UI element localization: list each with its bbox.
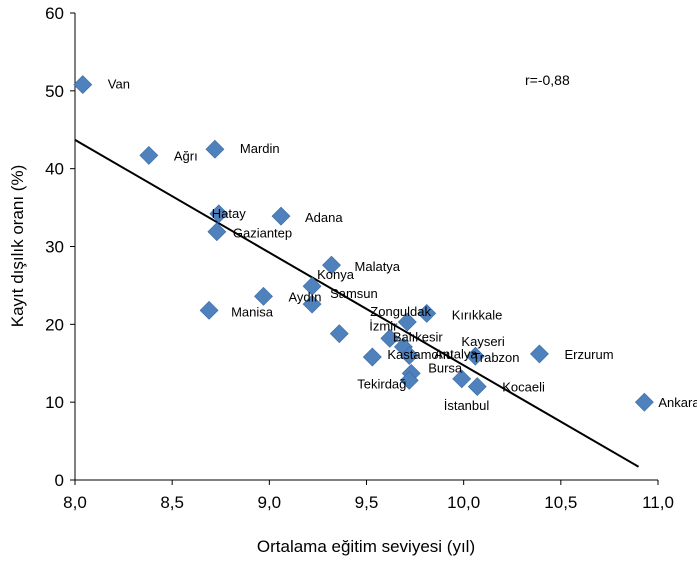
data-point-marker <box>530 344 549 364</box>
data-point-marker <box>322 255 341 275</box>
data-point-marker <box>397 312 417 332</box>
data-point-label: Manisa <box>231 304 274 319</box>
data-point-label: Kastamonu <box>387 347 453 362</box>
axes <box>74 13 658 481</box>
data-point-label: Balıkesir <box>393 329 444 344</box>
data-point-marker <box>417 304 437 323</box>
data-point-label: Zonguldak <box>370 304 431 319</box>
data-point-label: Mardin <box>240 141 280 156</box>
data-point-label: Adana <box>305 210 343 225</box>
x-tick-label: 8,5 <box>160 493 184 512</box>
data-point-label: Kocaeli <box>502 380 545 395</box>
x-tick-label: 8,0 <box>63 493 87 512</box>
y-tick-label: 60 <box>45 4 64 23</box>
data-point-label: Kayseri <box>461 334 504 349</box>
data-point-marker <box>634 392 654 412</box>
data-point-marker <box>302 294 322 314</box>
y-tick-label: 0 <box>55 471 64 490</box>
data-points <box>73 75 654 412</box>
data-point-label: Erzurum <box>564 347 613 362</box>
data-point-label: Hatay <box>212 206 246 221</box>
data-point-label: İzmir <box>369 319 398 334</box>
y-ticks: 0 10 20 30 40 50 60 <box>45 4 75 490</box>
correlation-annotation: r=-0,88 <box>525 72 570 88</box>
data-point-label: Antalya <box>434 346 478 361</box>
y-tick-label: 30 <box>45 238 64 257</box>
x-axis-title: Ortalama eğitim seviyesi (yıl) <box>257 537 475 556</box>
data-point-marker <box>362 347 382 367</box>
data-point-marker <box>73 75 93 95</box>
data-point-marker <box>271 206 291 226</box>
data-point-marker <box>467 377 487 397</box>
trendline <box>74 139 640 468</box>
data-point-marker <box>199 300 219 320</box>
y-tick-label: 40 <box>45 160 64 179</box>
x-ticks: 8,0 8,5 9,0 9,5 10,0 10,5 11,0 <box>63 480 674 512</box>
data-point-label: Ağrı <box>174 148 198 163</box>
data-point-marker <box>380 328 400 348</box>
data-point-marker <box>139 146 159 165</box>
x-tick-label: 10,0 <box>447 493 480 512</box>
data-point-label: Kırıkkale <box>452 307 503 322</box>
data-point-label: Samsun <box>330 286 378 301</box>
y-tick-label: 20 <box>45 315 64 334</box>
data-point-marker <box>254 286 273 306</box>
data-point-label: Trabzon <box>472 350 519 365</box>
x-tick-label: 11,0 <box>642 493 674 512</box>
data-point-label: İstanbul <box>444 398 490 413</box>
data-point-label: Van <box>108 77 130 92</box>
data-point-label: Malatya <box>355 259 401 274</box>
x-tick-label: 10,5 <box>544 493 577 512</box>
data-point-label: Gaziantep <box>233 226 292 241</box>
data-point-marker <box>399 370 419 390</box>
data-point-marker <box>205 139 225 159</box>
data-point-marker <box>209 204 229 224</box>
data-point-marker <box>465 346 485 366</box>
y-tick-label: 10 <box>45 393 64 412</box>
data-point-label: Bursa <box>428 360 463 375</box>
data-point-label: Ankara <box>658 395 697 410</box>
data-point-label: Tekirdağ <box>357 376 406 391</box>
data-point-marker <box>207 222 227 242</box>
y-axis-title: Kayıt dışılık oranı (%) <box>8 165 27 328</box>
data-point-marker <box>399 346 419 365</box>
x-tick-label: 9,0 <box>258 493 282 512</box>
x-tick-label: 9,5 <box>355 493 379 512</box>
y-tick-label: 50 <box>45 82 64 101</box>
data-point-label: Konya <box>317 267 355 282</box>
data-point-marker <box>329 324 349 344</box>
data-point-marker <box>452 369 472 389</box>
data-point-label: Aydın <box>289 289 322 304</box>
